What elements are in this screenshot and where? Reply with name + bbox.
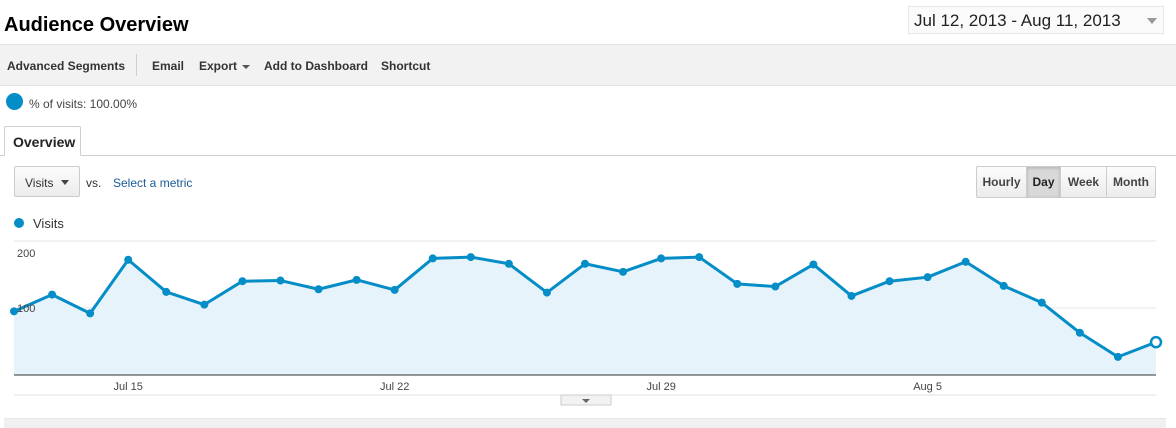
period-day-button[interactable]: Day <box>1027 167 1061 197</box>
x-tick-label: Jul 22 <box>380 381 409 393</box>
date-range-text: Jul 12, 2013 - Aug 11, 2013 <box>914 11 1121 30</box>
data-point <box>390 285 399 294</box>
metric-dropdown-label: Visits <box>25 176 54 190</box>
data-point <box>238 277 247 286</box>
date-range-picker[interactable]: Jul 12, 2013 - Aug 11, 2013 <box>908 6 1164 34</box>
data-point <box>352 275 361 284</box>
data-point <box>10 307 18 316</box>
data-point <box>885 277 894 286</box>
data-point <box>124 255 133 264</box>
data-point <box>733 279 742 288</box>
data-point <box>314 285 323 294</box>
toolbar-divider <box>136 54 137 76</box>
data-point <box>162 287 171 296</box>
chevron-down-icon <box>242 64 251 69</box>
legend-label: Visits <box>33 216 64 231</box>
period-toggle: Hourly Day Week Month <box>976 166 1156 198</box>
series-area <box>14 257 1156 375</box>
x-tick-label: Jul 15 <box>114 381 143 393</box>
tab-overview-label: Overview <box>13 134 76 150</box>
data-point <box>428 254 437 263</box>
report-toolbar: Advanced Segments Email Export Add to Da… <box>0 44 1176 86</box>
metric-dropdown[interactable]: Visits <box>14 166 80 197</box>
data-point <box>542 288 551 297</box>
data-point <box>923 273 932 282</box>
period-week-button[interactable]: Week <box>1061 167 1107 197</box>
chevron-down-icon <box>61 180 69 185</box>
data-point <box>200 300 209 309</box>
advanced-segments-button[interactable]: Advanced Segments <box>7 59 126 73</box>
y-tick-label: 200 <box>17 248 35 260</box>
period-hourly-button[interactable]: Hourly <box>977 167 1027 197</box>
select-metric-link[interactable]: Select a metric <box>113 176 193 190</box>
data-point <box>86 309 95 318</box>
bottom-panel <box>4 418 1166 428</box>
segment-label: % of visits: 100.00% <box>29 97 138 111</box>
data-point <box>1113 352 1122 361</box>
add-to-dashboard-button[interactable]: Add to Dashboard <box>264 59 368 73</box>
data-point <box>771 282 780 291</box>
export-label: Export <box>199 59 238 73</box>
legend-marker <box>14 218 24 228</box>
x-tick-label: Jul 29 <box>646 381 675 393</box>
shortcut-button[interactable]: Shortcut <box>381 59 431 73</box>
data-point <box>809 260 818 269</box>
pie-chart-icon <box>6 93 23 110</box>
data-point <box>276 276 285 285</box>
data-point <box>999 281 1008 290</box>
vs-label: vs. <box>86 176 102 190</box>
x-tick-label: Aug 5 <box>913 381 942 393</box>
chevron-down-icon[interactable] <box>1147 18 1157 24</box>
email-button[interactable]: Email <box>152 59 185 73</box>
data-point <box>48 290 57 299</box>
data-point <box>619 267 628 276</box>
data-point <box>1075 328 1084 337</box>
data-point <box>504 259 513 268</box>
export-button[interactable]: Export <box>199 59 251 73</box>
data-point <box>466 253 475 262</box>
tab-overview[interactable]: Overview <box>4 126 81 156</box>
tab-divider <box>0 155 1176 156</box>
data-point <box>657 254 666 263</box>
data-point <box>961 257 970 266</box>
y-tick-label: 100 <box>17 303 35 315</box>
data-point <box>1149 335 1163 349</box>
data-point <box>1037 298 1046 307</box>
data-point <box>695 253 704 262</box>
data-point <box>847 291 856 300</box>
data-point <box>581 259 589 268</box>
visits-chart: 100 200 Jul 15 Jul 22 Jul 29 Aug 5 <box>10 240 1163 406</box>
page-title: Audience Overview <box>4 14 189 36</box>
chevron-down-icon <box>582 399 590 403</box>
period-month-button[interactable]: Month <box>1113 175 1149 189</box>
